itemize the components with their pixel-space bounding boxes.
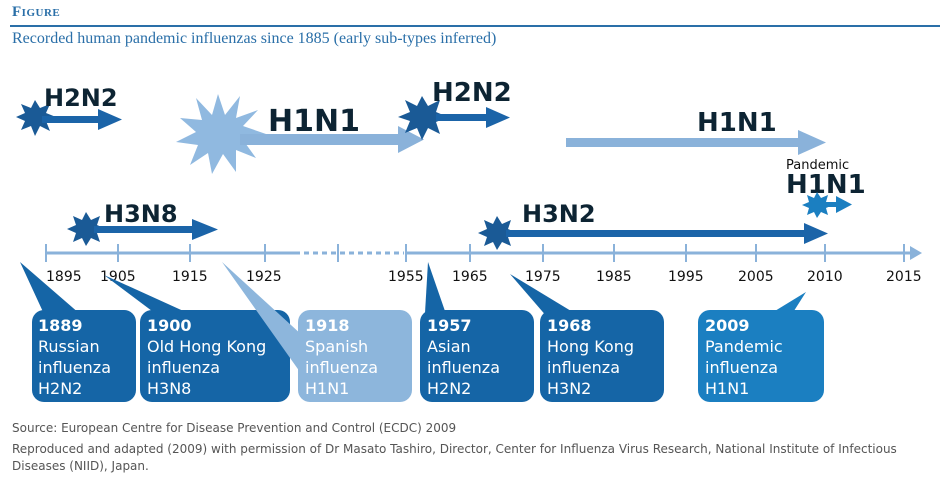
callout-line: Hong Kong bbox=[547, 337, 634, 356]
callout-year: 2009 bbox=[705, 316, 750, 335]
arrow-h1n1-1977: H1N1 bbox=[566, 108, 826, 155]
arrow-prefix: Pandemic bbox=[786, 158, 849, 173]
arrow-label: H3N2 bbox=[522, 200, 596, 228]
tick-label: 1965 bbox=[452, 269, 488, 285]
arrow-h2n2-early: H2N2 bbox=[16, 84, 122, 136]
tick-label: 1905 bbox=[100, 269, 136, 285]
tick-label: 2015 bbox=[886, 269, 922, 285]
star-burst-icon bbox=[16, 100, 56, 136]
arrow-h2n2-1957: H2N2 bbox=[398, 78, 512, 140]
callout-1889: 1889 Russian influenza H2N2 bbox=[20, 262, 136, 402]
callout-year: 1900 bbox=[147, 316, 192, 335]
credit-line: Reproduced and adapted (2009) with permi… bbox=[12, 442, 897, 473]
callout-line: H3N8 bbox=[147, 379, 191, 398]
callout-line: influenza bbox=[705, 358, 778, 377]
arrow-label: H1N1 bbox=[697, 108, 777, 138]
arrow-label: H1N1 bbox=[786, 170, 866, 200]
callout-line: Asian bbox=[427, 337, 471, 356]
callout-line: Old Hong Kong bbox=[147, 337, 266, 356]
tick-label: 1925 bbox=[246, 269, 282, 285]
arrow-h3n2: H3N2 bbox=[478, 200, 828, 250]
star-burst-icon bbox=[67, 212, 106, 246]
source-line: Source: European Centre for Disease Prev… bbox=[12, 421, 457, 435]
star-burst-icon bbox=[478, 216, 517, 250]
callout-line: H1N1 bbox=[705, 379, 749, 398]
star-burst-icon bbox=[176, 94, 266, 174]
arrow-label: H2N2 bbox=[44, 84, 118, 112]
callout-line: Spanish bbox=[305, 337, 368, 356]
callout-line: H2N2 bbox=[427, 379, 471, 398]
header-rule bbox=[10, 25, 940, 27]
timeline-axis: 1895 1905 1915 1925 1955 1965 1975 1985 … bbox=[45, 244, 922, 285]
callout-1968: 1968 Hong Kong influenza H3N2 bbox=[510, 274, 664, 402]
callout-1900: 1900 Old Hong Kong influenza H3N8 bbox=[104, 275, 290, 402]
callout-2009: 2009 Pandemic influenza H1N1 bbox=[698, 292, 824, 402]
tick-label: 2010 bbox=[807, 269, 843, 285]
tick-label: 1895 bbox=[46, 269, 82, 285]
arrow-pandemic-h1n1: Pandemic H1N1 bbox=[786, 158, 866, 218]
callout-year: 1968 bbox=[547, 316, 592, 335]
callout-line: H2N2 bbox=[38, 379, 82, 398]
callout-year: 1957 bbox=[427, 316, 472, 335]
callout-line: influenza bbox=[427, 358, 500, 377]
callout-line: Pandemic bbox=[705, 337, 783, 356]
callout-line: Russian bbox=[38, 337, 100, 356]
arrow-label: H2N2 bbox=[432, 78, 512, 108]
arrow-h1n1-1918: H1N1 bbox=[176, 94, 424, 174]
callout-1918: 1918 Spanish influenza H1N1 bbox=[222, 262, 412, 402]
callout-1957: 1957 Asian influenza H2N2 bbox=[420, 262, 534, 402]
callout-line: H3N2 bbox=[547, 379, 591, 398]
tick-label: 1975 bbox=[525, 269, 561, 285]
arrow-h3n8: H3N8 bbox=[67, 200, 218, 246]
star-burst-icon bbox=[398, 96, 448, 140]
tick-label: 1915 bbox=[172, 269, 208, 285]
callout-year: 1918 bbox=[305, 316, 350, 335]
tick-label: 1995 bbox=[668, 269, 704, 285]
star-burst-icon bbox=[802, 192, 833, 218]
callout-line: influenza bbox=[305, 358, 378, 377]
figure-subtitle: Recorded human pandemic influenzas since… bbox=[12, 30, 497, 47]
callout-line: H1N1 bbox=[305, 379, 349, 398]
tick-label: 2005 bbox=[738, 269, 774, 285]
figure-label: Figure bbox=[12, 4, 61, 20]
tick-label: 1955 bbox=[388, 269, 424, 285]
callout-line: influenza bbox=[547, 358, 620, 377]
arrow-label: H1N1 bbox=[268, 104, 360, 139]
callout-year: 1889 bbox=[38, 316, 83, 335]
callout-line: influenza bbox=[38, 358, 111, 377]
tick-label: 1985 bbox=[596, 269, 632, 285]
pandemic-timeline-diagram: H2N2 H1N1 H2N2 H1N1 H3N8 H3N2 Pandemic H… bbox=[16, 78, 922, 402]
arrow-label: H3N8 bbox=[104, 200, 178, 228]
callout-line: influenza bbox=[147, 358, 220, 377]
